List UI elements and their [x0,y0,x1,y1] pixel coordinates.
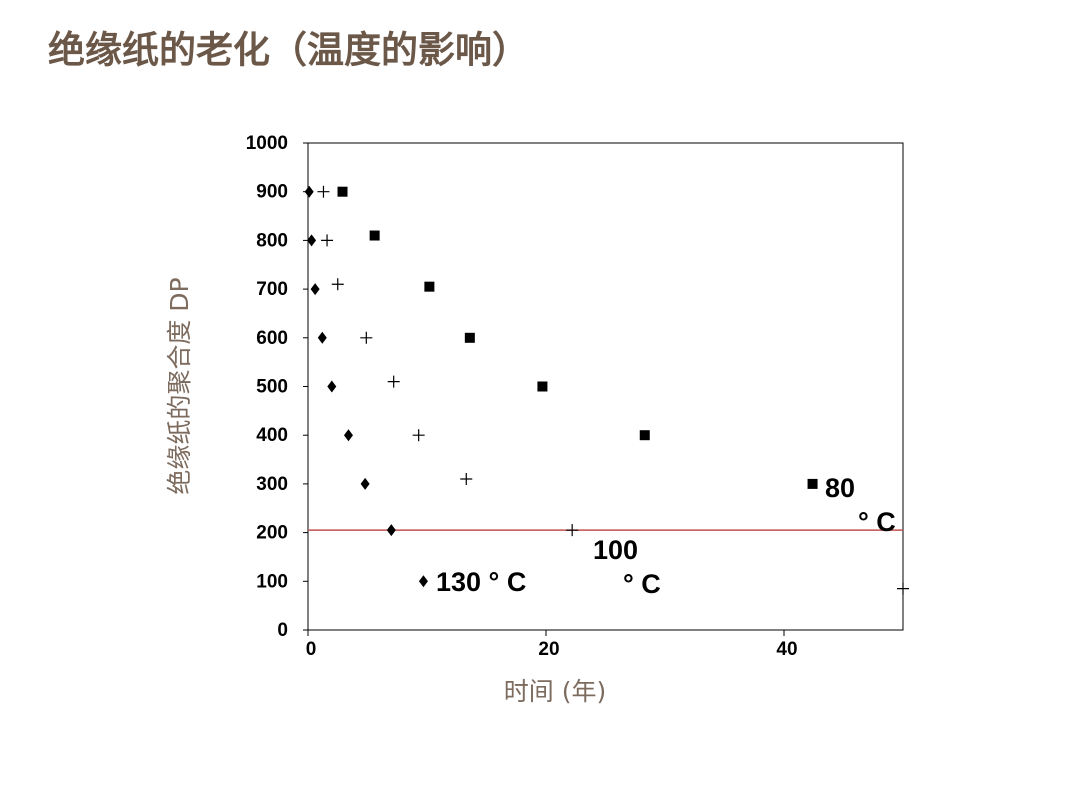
y-tick-label: 300 [256,474,288,495]
diamond-point [310,283,320,296]
diamond-point [386,524,396,537]
plus-point [460,473,473,486]
diamond-point [343,429,353,442]
y-tick-label: 400 [256,425,288,446]
plus-point [897,582,909,595]
diamond-point [360,477,370,490]
diamond-point [304,185,314,198]
y-tick-label: 100 [256,571,288,592]
y-tick-label: 0 [277,620,288,641]
series-annotation: 80 [825,473,855,503]
y-tick-label: 500 [256,377,288,398]
plus-point [566,524,579,537]
plus-point [360,331,373,344]
plus-point [331,278,344,291]
x-tick-label: 40 [776,639,797,660]
square-point [807,478,818,489]
square-point [639,430,650,441]
plus-point [321,234,334,247]
y-tick-label: 800 [256,230,288,251]
series-annotation: ° C [858,507,896,537]
diamond-point [307,234,317,247]
y-tick-label: 700 [256,279,288,300]
series-annotation: 100 [593,535,638,565]
series-annotation: 130 ° C [436,567,526,597]
square-point [537,381,548,392]
y-tick-label: 200 [256,523,288,544]
square-point [464,332,475,343]
square-point [337,186,348,197]
square-point [369,230,380,241]
plus-point [387,375,400,388]
y-tick-label: 1000 [246,133,288,154]
series-annotation: ° C [623,569,661,599]
x-tick-label: 0 [306,639,317,660]
y-tick-label: 900 [256,182,288,203]
x-tick-label: 20 [538,639,559,660]
y-tick-label: 600 [256,328,288,349]
x-axis-label: 时间 (年) [504,677,606,706]
diamond-point [317,331,327,344]
plus-point [317,185,330,198]
plus-point [412,429,425,442]
square-point [424,281,435,292]
y-axis-label: 绝缘纸的聚合度 DP [165,277,194,494]
diamond-point [327,380,337,393]
diamond-point [418,575,428,588]
slide-title: 绝缘纸的老化（温度的影响） [48,29,529,72]
